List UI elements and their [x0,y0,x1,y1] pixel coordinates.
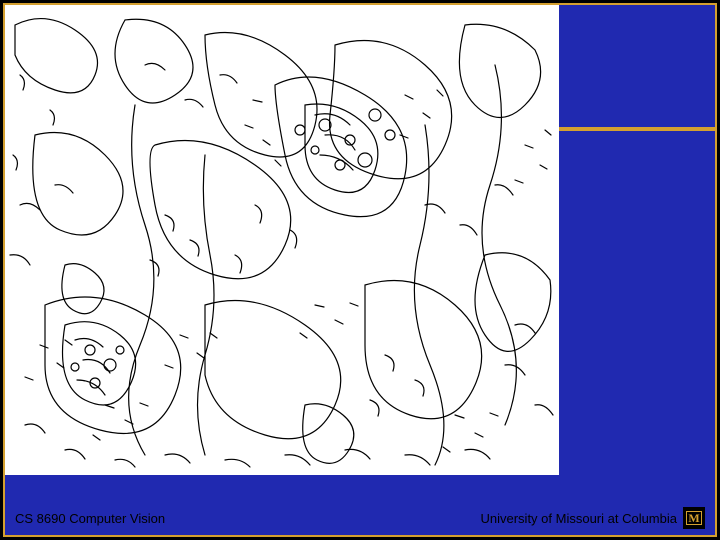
edge-detection-figure [5,5,559,475]
slide-footer: CS 8690 Computer Vision University of Mi… [15,507,705,529]
university-logo-icon: M [683,507,705,529]
affiliation: University of Missouri at Columbia M [480,507,705,529]
course-code: CS 8690 Computer Vision [15,511,165,526]
parameter-label: coarse scale low threshold [593,155,715,273]
slide-frame: coarse scale low threshold CS 8690 Compu… [3,3,717,537]
university-name: University of Missouri at Columbia [480,511,677,526]
logo-letter: M [686,511,701,525]
